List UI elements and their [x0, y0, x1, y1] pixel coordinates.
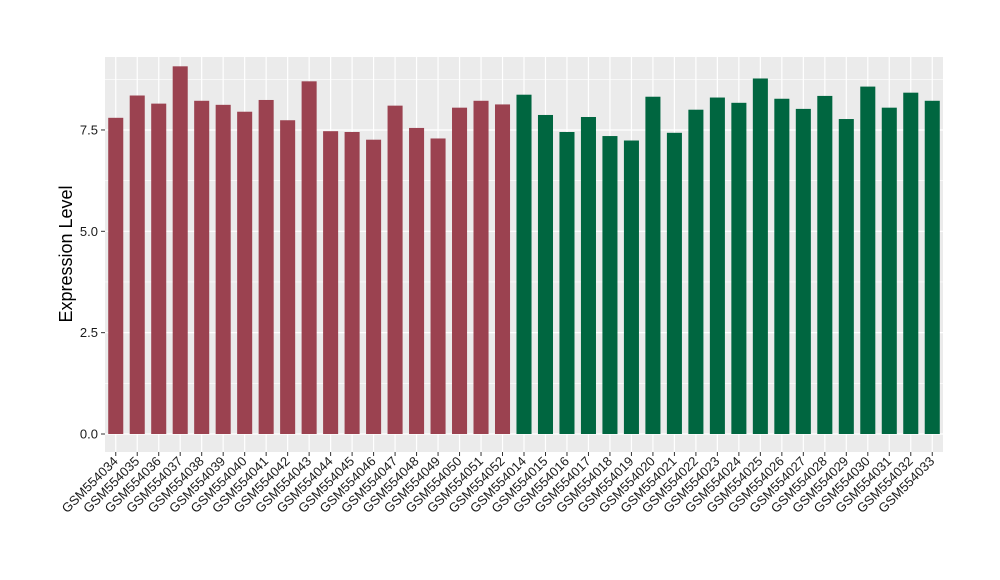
bar-GSM554018 [602, 136, 618, 434]
bar-GSM554044 [323, 131, 339, 434]
bar-GSM554036 [151, 103, 167, 434]
bar-GSM554045 [344, 131, 360, 434]
y-axis: 0.0 2.5 5.0 7.5 [80, 122, 105, 442]
bar-GSM554040 [237, 111, 253, 435]
bar-GSM554047 [387, 105, 403, 434]
bar-GSM554017 [580, 116, 596, 434]
y-tick-label: 5.0 [80, 224, 98, 239]
bar-GSM554014 [516, 94, 532, 434]
y-axis-label: Expression Level [56, 185, 76, 322]
bar-GSM554015 [537, 114, 554, 435]
bar-GSM554026 [774, 98, 790, 435]
bar-GSM554038 [194, 100, 210, 435]
bar-GSM554022 [688, 109, 704, 435]
bars [108, 66, 940, 435]
bar-GSM554016 [559, 131, 575, 434]
bar-GSM554046 [366, 139, 382, 434]
bar-GSM554043 [301, 81, 317, 435]
bar-GSM554023 [709, 97, 725, 435]
bar-GSM554042 [280, 120, 296, 434]
bar-GSM554037 [172, 66, 188, 434]
bar-GSM554027 [795, 108, 811, 434]
bar-GSM554049 [430, 138, 446, 434]
bar-GSM554041 [258, 99, 274, 434]
bar-GSM554028 [817, 95, 833, 434]
bar-GSM554051 [473, 100, 489, 435]
bar-GSM554048 [409, 127, 425, 434]
bar-GSM554021 [666, 132, 682, 435]
bar-GSM554050 [452, 107, 468, 434]
y-tick-label: 7.5 [80, 122, 98, 137]
x-axis: GSM554034GSM554035GSM554036GSM554037GSM5… [59, 452, 937, 516]
bar-GSM554035 [129, 95, 145, 435]
bar-GSM554030 [860, 86, 876, 435]
bar-GSM554020 [645, 96, 661, 435]
bar-GSM554032 [903, 92, 919, 434]
bar-GSM554039 [215, 104, 231, 434]
bar-GSM554025 [752, 78, 768, 434]
bar-GSM554033 [924, 100, 940, 435]
bar-GSM554029 [838, 119, 854, 434]
bar-GSM554031 [881, 107, 897, 434]
y-tick-label: 0.0 [80, 427, 98, 442]
y-tick-label: 2.5 [80, 325, 98, 340]
bar-GSM554034 [108, 117, 124, 434]
bar-GSM554024 [731, 102, 747, 434]
bar-GSM554052 [494, 104, 511, 435]
bar-GSM554019 [623, 140, 639, 435]
